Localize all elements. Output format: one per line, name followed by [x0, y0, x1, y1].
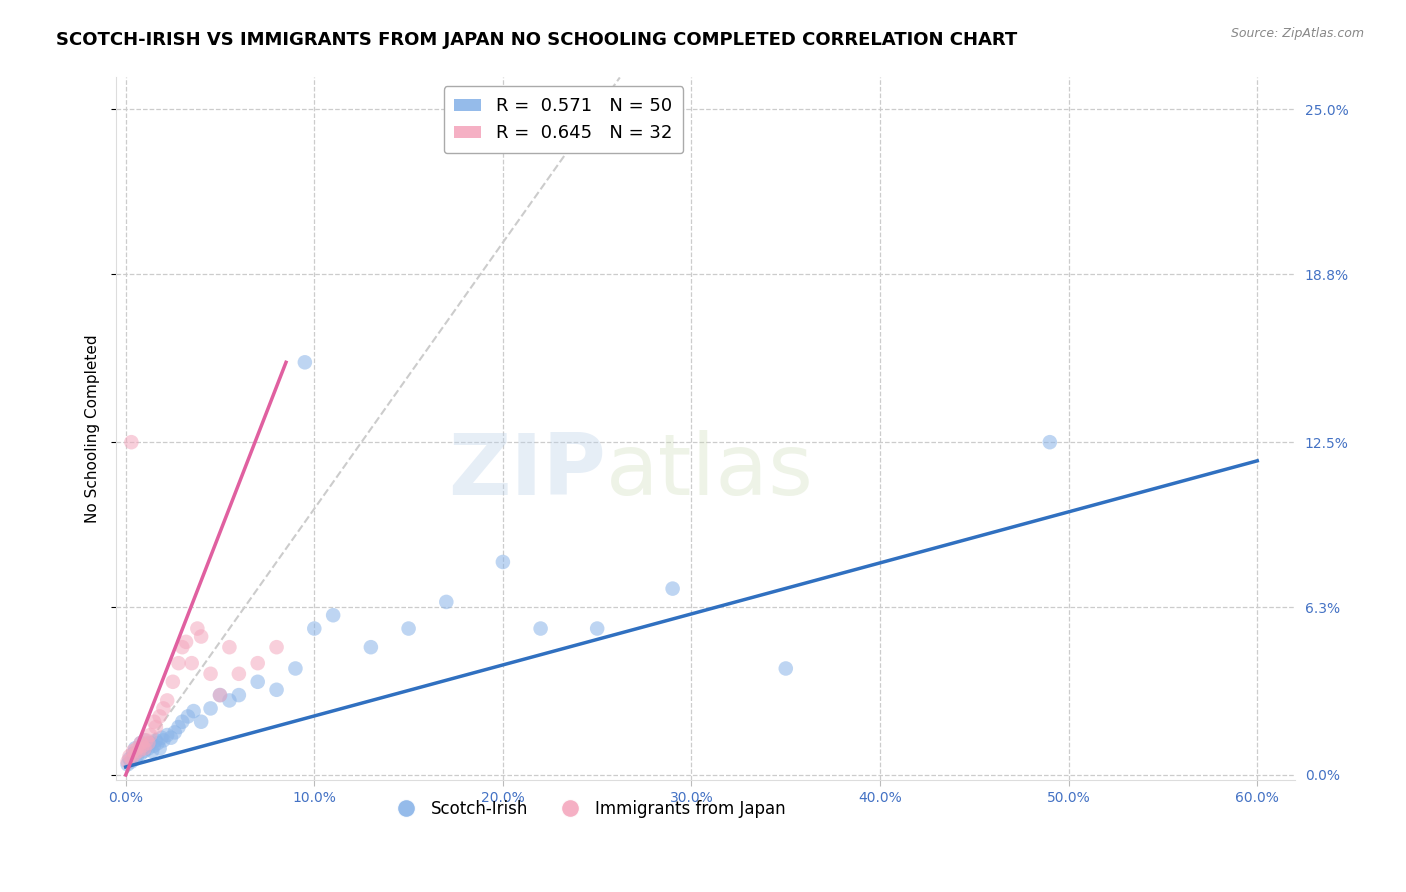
Point	[120, 752, 142, 766]
Point	[322, 608, 344, 623]
Point	[172, 640, 194, 655]
Point	[228, 688, 250, 702]
Point	[135, 733, 157, 747]
Point	[208, 688, 231, 702]
Text: Source: ZipAtlas.com: Source: ZipAtlas.com	[1230, 27, 1364, 40]
Point	[586, 622, 609, 636]
Point	[150, 731, 173, 745]
Point	[661, 582, 683, 596]
Point	[143, 714, 166, 729]
Point	[149, 709, 172, 723]
Point	[200, 666, 222, 681]
Point	[149, 741, 172, 756]
Point	[163, 725, 186, 739]
Point	[284, 661, 307, 675]
Legend: Scotch-Irish, Immigrants from Japan: Scotch-Irish, Immigrants from Japan	[382, 793, 793, 825]
Point	[122, 747, 145, 761]
Point	[434, 595, 457, 609]
Point	[129, 736, 152, 750]
Point	[190, 714, 212, 729]
Point	[152, 701, 174, 715]
Point	[141, 744, 163, 758]
Point	[145, 733, 167, 747]
Point	[228, 666, 250, 681]
Point	[122, 744, 145, 758]
Point	[398, 622, 420, 636]
Point	[128, 744, 150, 758]
Point	[124, 741, 146, 756]
Point	[131, 741, 153, 756]
Point	[125, 749, 148, 764]
Point	[129, 736, 152, 750]
Point	[180, 656, 202, 670]
Point	[174, 635, 197, 649]
Point	[186, 622, 208, 636]
Point	[1039, 435, 1062, 450]
Text: atlas: atlas	[606, 430, 814, 513]
Point	[134, 744, 156, 758]
Point	[120, 435, 142, 450]
Point	[118, 749, 141, 764]
Point	[131, 739, 153, 753]
Text: SCOTCH-IRISH VS IMMIGRANTS FROM JAPAN NO SCHOOLING COMPLETED CORRELATION CHART: SCOTCH-IRISH VS IMMIGRANTS FROM JAPAN NO…	[56, 31, 1018, 49]
Point	[360, 640, 382, 655]
Point	[156, 728, 179, 742]
Point	[266, 682, 288, 697]
Point	[183, 704, 205, 718]
Point	[139, 728, 162, 742]
Point	[117, 757, 139, 772]
Point	[172, 714, 194, 729]
Point	[190, 630, 212, 644]
Point	[146, 736, 169, 750]
Point	[134, 733, 156, 747]
Y-axis label: No Schooling Completed: No Schooling Completed	[86, 334, 100, 524]
Point	[118, 752, 141, 766]
Point	[200, 701, 222, 715]
Point	[167, 720, 190, 734]
Point	[218, 640, 240, 655]
Point	[208, 688, 231, 702]
Point	[134, 741, 156, 756]
Point	[177, 709, 200, 723]
Point	[246, 674, 269, 689]
Point	[139, 736, 162, 750]
Point	[266, 640, 288, 655]
Point	[136, 736, 159, 750]
Point	[125, 741, 148, 756]
Point	[529, 622, 551, 636]
Point	[304, 622, 326, 636]
Point	[167, 656, 190, 670]
Point	[143, 739, 166, 753]
Point	[136, 741, 159, 756]
Point	[156, 693, 179, 707]
Point	[120, 755, 142, 769]
Point	[124, 747, 146, 761]
Point	[492, 555, 515, 569]
Point	[124, 752, 146, 766]
Point	[129, 747, 152, 761]
Point	[117, 755, 139, 769]
Point	[218, 693, 240, 707]
Point	[294, 355, 316, 369]
Point	[160, 731, 183, 745]
Point	[135, 739, 157, 753]
Text: ZIP: ZIP	[447, 430, 606, 513]
Point	[145, 720, 167, 734]
Point	[152, 733, 174, 747]
Point	[775, 661, 797, 675]
Point	[128, 744, 150, 758]
Point	[246, 656, 269, 670]
Point	[162, 674, 184, 689]
